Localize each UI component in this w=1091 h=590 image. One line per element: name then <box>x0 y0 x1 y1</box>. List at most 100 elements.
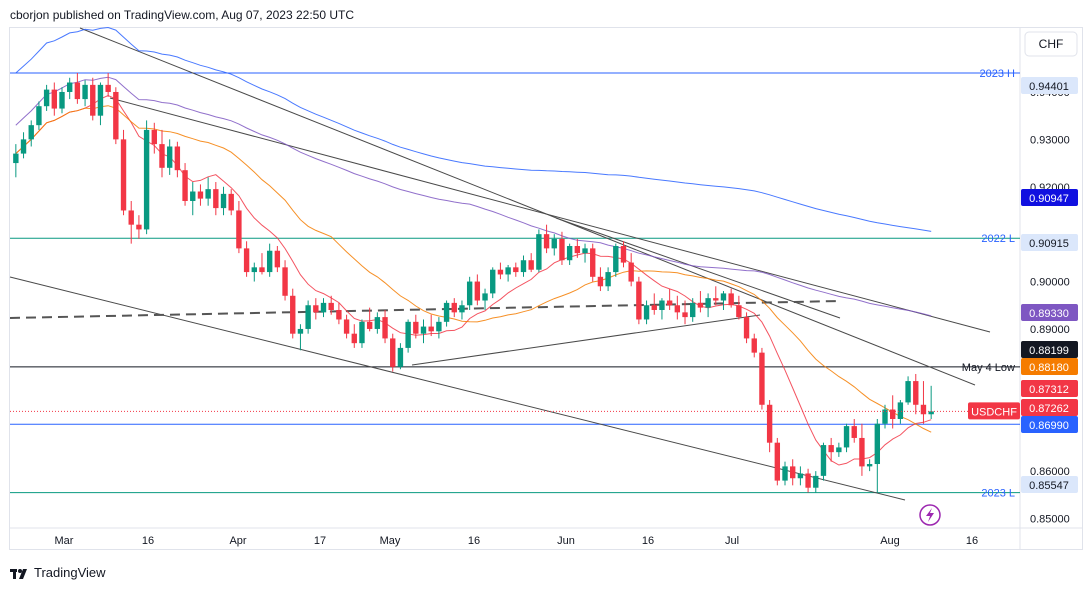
price-tag-label: 0.87262 <box>1029 403 1069 415</box>
candle-body <box>459 305 465 313</box>
candle-body <box>466 281 473 306</box>
candle-body <box>805 473 811 488</box>
candle-body <box>613 246 619 273</box>
publisher-header: cborjon published on TradingView.com, Au… <box>10 8 355 22</box>
price-tag-box <box>1021 189 1078 206</box>
price-tag-label: 0.87312 <box>1029 384 1069 396</box>
candle-body <box>651 305 657 310</box>
candle-body <box>520 260 527 273</box>
candle-body <box>582 248 588 254</box>
price-tag-box <box>1021 341 1078 358</box>
footer: TradingView <box>10 565 106 580</box>
price-tag-label: 0.86990 <box>1029 420 1069 432</box>
candle-body <box>720 293 727 301</box>
level-label-0: 2023 H <box>980 68 1016 80</box>
candle-body <box>597 276 604 287</box>
candle-body <box>443 302 450 322</box>
candle-body <box>913 381 919 405</box>
candle-body <box>813 475 819 488</box>
candle-body <box>866 464 873 467</box>
price-tag-label: 0.90915 <box>1029 238 1069 250</box>
currency-badge-box <box>1024 31 1078 57</box>
trendline-support-rising <box>411 314 761 366</box>
candle-body <box>66 82 73 92</box>
level-label-4: 2023 L <box>981 488 1015 500</box>
candle-body <box>605 272 611 287</box>
candle-body <box>159 144 165 168</box>
candle-body <box>643 305 650 320</box>
candle-body <box>274 250 281 268</box>
price-tag-box <box>1021 399 1078 416</box>
price-tag-box <box>1021 234 1078 251</box>
candle-body <box>297 328 304 334</box>
y-tick-label: 0.86000 <box>1030 466 1070 478</box>
candle-body <box>166 146 173 168</box>
candle-body <box>451 302 457 313</box>
candle-body <box>728 293 734 306</box>
candle-body <box>397 347 404 367</box>
y-tick-label: 0.90000 <box>1030 277 1070 289</box>
candle-body <box>143 129 150 230</box>
candle-body <box>282 267 288 296</box>
candle-body <box>836 447 842 453</box>
candle-body <box>420 326 427 334</box>
time-axis-ticks: Mar 16 Apr 17 May 16 Jun 16 Jul Aug 16 <box>55 535 979 547</box>
tradingview-logo-icon <box>10 565 30 580</box>
candle-body <box>120 139 127 211</box>
candle-body <box>251 267 257 273</box>
x-tick-label: May <box>380 535 401 547</box>
x-tick-label: 16 <box>142 535 154 547</box>
candle-body <box>59 91 65 109</box>
horizontal-levels: 2023 H 2022 L May 4 Low 2023 L <box>10 68 1020 500</box>
price-tag-box <box>1021 476 1078 493</box>
candle-body <box>90 84 96 116</box>
candle-body <box>197 191 204 199</box>
x-tick-label: Aug <box>880 535 900 547</box>
candle-body <box>43 89 50 107</box>
currency-badge[interactable]: CHF <box>1039 37 1064 51</box>
candle-body <box>766 404 773 443</box>
candle-body <box>259 267 265 273</box>
candle-body <box>636 281 642 320</box>
candle-body <box>190 191 196 201</box>
level-label-2: May 4 Low <box>962 362 1015 374</box>
price-tag-label: 0.90947 <box>1029 193 1069 205</box>
candle-body <box>113 91 119 140</box>
symbol-tag-box <box>968 402 1020 420</box>
candle-body <box>136 224 142 230</box>
price-tag-box <box>1021 77 1078 94</box>
candle-body <box>366 321 373 329</box>
candle-body <box>428 326 434 332</box>
candle-body <box>882 409 888 424</box>
candle-body <box>482 293 488 301</box>
candlesticks <box>13 73 934 493</box>
candle-body <box>774 442 781 481</box>
price-tag-label: 0.89330 <box>1029 308 1069 320</box>
candle-body <box>413 321 419 334</box>
candle-body <box>890 409 896 419</box>
candle-body <box>82 84 88 100</box>
candle-body <box>628 262 634 282</box>
candle-body <box>343 319 350 334</box>
candle-body <box>920 404 927 415</box>
candle-body <box>220 193 227 209</box>
candle-body <box>105 84 111 92</box>
price-tag-box <box>1021 304 1078 321</box>
level-label-1: 2022 L <box>981 233 1015 245</box>
candle-body <box>13 153 19 164</box>
lightning-icon[interactable] <box>919 504 941 526</box>
candle-body <box>543 234 550 249</box>
candle-body <box>290 295 296 334</box>
candle-body <box>874 423 881 465</box>
candle-body <box>513 267 519 273</box>
candle-body <box>551 238 557 249</box>
x-tick-label: 16 <box>966 535 978 547</box>
candle-body <box>690 302 696 318</box>
price-tag-label: 0.88199 <box>1029 345 1069 357</box>
candle-body <box>797 473 804 479</box>
moving-average-line-2 <box>15 76 932 317</box>
candle-body <box>566 246 573 261</box>
candle-body <box>697 302 704 308</box>
candle-body <box>713 298 719 301</box>
